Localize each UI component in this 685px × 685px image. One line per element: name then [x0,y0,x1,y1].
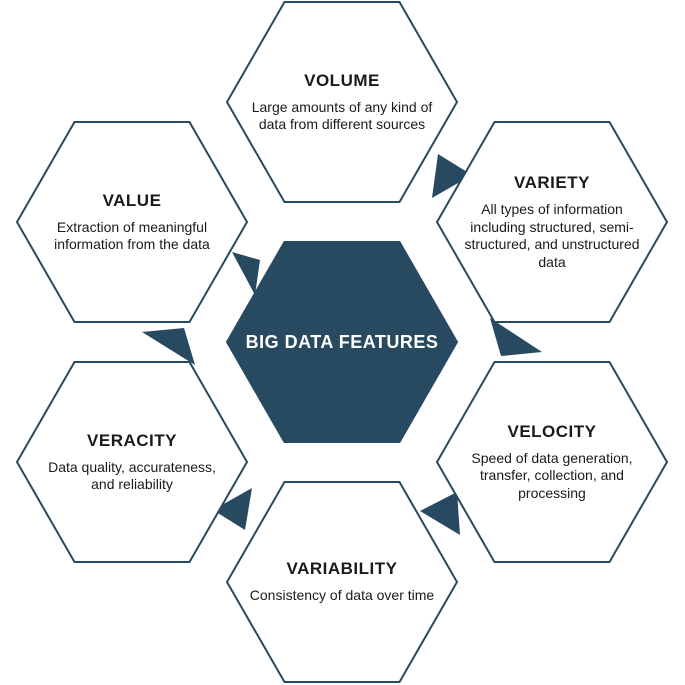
diagram-stage: VOLUME Large amounts of any kind of data … [0,0,685,685]
hex-veracity: VERACITY Data quality, accurateness, and … [17,362,247,562]
variability-title: VARIABILITY [250,559,434,579]
connector-5 [142,328,195,365]
hex-variety: VARIETY All types of information includin… [437,122,667,322]
variability-desc: Consistency of data over time [250,587,434,605]
hex-volume: VOLUME Large amounts of any kind of data … [227,2,457,202]
veracity-title: VERACITY [35,431,229,451]
hex-value: VALUE Extraction of meaningful informatio… [17,122,247,322]
volume-desc: Large amounts of any kind of data from d… [245,99,439,134]
value-title: VALUE [35,191,229,211]
hex-variability: VARIABILITY Consistency of data over time [227,482,457,682]
hex-velocity: VELOCITY Speed of data generation, transf… [437,362,667,562]
variety-title: VARIETY [455,173,649,193]
velocity-title: VELOCITY [455,422,649,442]
velocity-desc: Speed of data generation, transfer, coll… [455,450,649,503]
value-desc: Extraction of meaningful information fro… [35,219,229,254]
veracity-desc: Data quality, accurateness, and reliabil… [35,459,229,494]
volume-title: VOLUME [245,71,439,91]
variety-desc: All types of information including struc… [455,201,649,271]
center-title: BIG DATA FEATURES [246,332,439,353]
hex-center: BIG DATA FEATURES [227,242,457,442]
connector-2 [490,318,542,356]
